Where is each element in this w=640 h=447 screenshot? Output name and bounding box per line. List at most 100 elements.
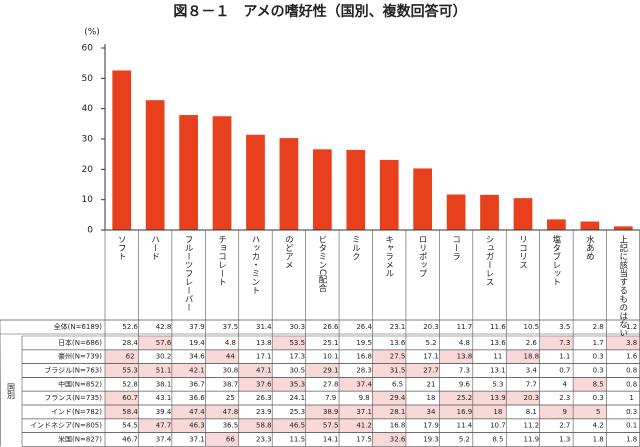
- cell-value: 19.3: [423, 436, 439, 444]
- highlight-cell: [339, 377, 373, 392]
- cell-value: 0.3: [593, 353, 604, 361]
- cell-value: 0.7: [559, 367, 570, 375]
- row-label: フランス(N=735): [44, 394, 102, 402]
- row-label: ブラジル(N=763): [44, 366, 102, 375]
- bar: [246, 134, 265, 230]
- x-tick-label: シュガーレス: [484, 235, 494, 286]
- bar: [112, 70, 132, 231]
- cell-value: 20.3: [423, 323, 439, 331]
- cell-value: 37.4: [356, 380, 372, 388]
- highlight-cell: [439, 349, 473, 364]
- cell-value: 5.2: [459, 436, 470, 444]
- x-tick-label: ビタミンC配合: [317, 235, 327, 293]
- cell-value: 52.8: [122, 380, 138, 388]
- highlight-cell: [272, 377, 306, 392]
- row-label: 日本(N=686): [58, 338, 102, 347]
- cell-value: 30.2: [156, 353, 172, 361]
- y-tick-label: 30: [82, 135, 94, 145]
- cell-value: 38.9: [323, 408, 339, 416]
- highlight-cell: [539, 336, 574, 350]
- cell-value: 11.9: [524, 436, 540, 444]
- bar: [446, 194, 466, 230]
- y-axis-label: (%): [84, 28, 100, 38]
- cell-value: 27.8: [323, 380, 339, 388]
- bar: [179, 115, 198, 230]
- x-tick-label: 水あめ: [584, 234, 594, 260]
- cell-value: 3.5: [559, 323, 570, 331]
- highlight-cell: [372, 391, 406, 405]
- highlight-cell: [105, 363, 139, 378]
- cell-value: 34: [427, 408, 436, 416]
- cell-value: 17.1: [256, 353, 272, 361]
- highlight-cell: [238, 377, 273, 392]
- cell-value: 25: [226, 394, 235, 402]
- cell-value: 11.5: [289, 436, 305, 444]
- y-tick-label: 60: [82, 44, 94, 54]
- bar: [379, 159, 399, 230]
- y-tick-label: 10: [82, 195, 94, 205]
- cell-value: 0.8: [626, 367, 637, 375]
- cell-value: 37.9: [189, 323, 205, 331]
- cell-value: 17.3: [289, 353, 305, 361]
- cell-value: 8.5: [593, 380, 604, 388]
- highlight-cell: [138, 418, 172, 433]
- cell-value: 4.8: [459, 339, 470, 347]
- cell-value: 28.4: [122, 339, 138, 347]
- cell-value: 1.8: [593, 436, 604, 444]
- cell-value: 53.5: [289, 339, 305, 347]
- cell-value: 42.8: [156, 323, 172, 331]
- bar: [613, 226, 633, 230]
- highlight-cell: [539, 405, 574, 419]
- bar: [279, 138, 299, 230]
- cell-value: 19.4: [189, 339, 205, 347]
- highlight-cell: [171, 405, 206, 419]
- cell-value: 28.1: [390, 408, 406, 416]
- cell-value: 18.8: [524, 353, 540, 361]
- cell-value: 7.3: [459, 367, 470, 375]
- cell-value: 2.7: [559, 422, 570, 430]
- bar: [346, 149, 366, 230]
- bar: [145, 100, 165, 230]
- cell-value: 25.1: [323, 339, 339, 347]
- x-tick-label: ソフト: [116, 235, 126, 261]
- highlight-cell: [138, 336, 172, 350]
- highlight-cell: [138, 363, 172, 378]
- cell-value: 13.6: [390, 339, 406, 347]
- cell-value: 47.8: [223, 408, 239, 416]
- x-tick-label: リコリス: [517, 235, 527, 269]
- cell-value: 47.4: [189, 408, 205, 416]
- cell-value: 43.1: [156, 394, 172, 402]
- cell-value: 23.3: [256, 436, 272, 444]
- highlight-cell: [171, 363, 206, 378]
- cell-value: 10.5: [524, 323, 540, 331]
- cell-value: 14.1: [323, 436, 339, 444]
- cell-value: 41.2: [356, 422, 372, 430]
- highlight-cell: [573, 377, 607, 392]
- highlight-cell: [372, 349, 406, 364]
- table-line: [0, 319, 1, 447]
- cell-value: 0.3: [626, 408, 637, 416]
- cell-value: 16.8: [356, 353, 372, 361]
- highlight-cell: [105, 391, 139, 405]
- cell-value: 3.4: [526, 367, 538, 375]
- cell-value: 11: [493, 353, 502, 361]
- cell-value: 0.8: [626, 380, 637, 388]
- cell-value: 60.7: [122, 394, 138, 402]
- highlight-cell: [573, 405, 607, 419]
- cell-value: 38.7: [223, 380, 239, 388]
- y-tick-label: 50: [82, 74, 94, 84]
- highlight-cell: [472, 405, 507, 419]
- y-tick-label: 0: [87, 226, 93, 236]
- highlight-cell: [372, 405, 406, 419]
- cell-value: 36.5: [223, 422, 239, 430]
- cell-value: 39.4: [156, 408, 172, 416]
- cell-value: 10.7: [490, 422, 506, 430]
- cell-value: 0.1: [626, 422, 637, 430]
- cell-value: 11.7: [457, 323, 473, 331]
- cell-value: 37.4: [156, 436, 172, 444]
- x-tick-label: ロリポップ: [417, 235, 427, 278]
- cell-value: 13.9: [490, 394, 506, 402]
- highlight-cell: [272, 336, 306, 350]
- x-tick-label: ミルク: [350, 235, 360, 261]
- highlight-cell: [238, 418, 273, 433]
